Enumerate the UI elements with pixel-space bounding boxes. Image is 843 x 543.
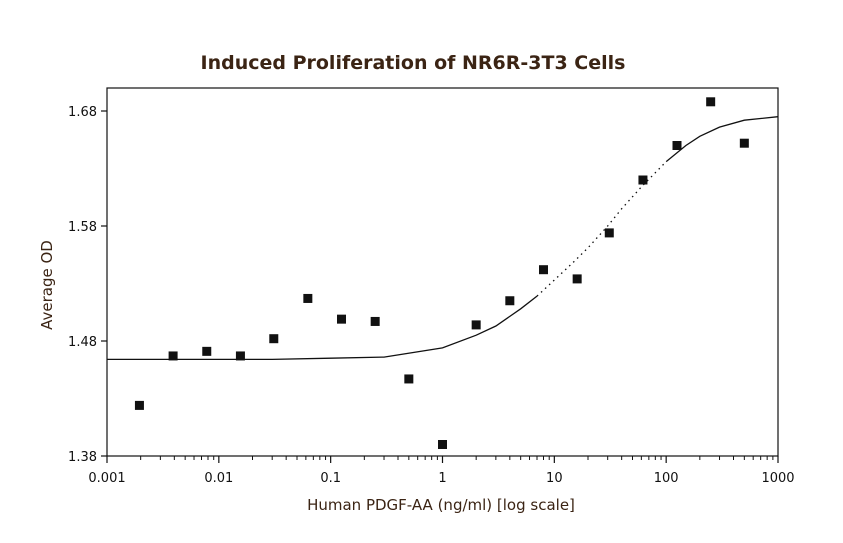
data-point bbox=[604, 228, 614, 238]
x-tick-label: 0.001 bbox=[88, 471, 125, 486]
x-tick-label: 100 bbox=[654, 471, 679, 486]
data-point bbox=[572, 274, 582, 284]
x-tick-label: 1000 bbox=[761, 471, 794, 486]
data-point bbox=[538, 265, 548, 275]
x-tick-label: 0.01 bbox=[204, 471, 233, 486]
fit-curve-dotted bbox=[536, 161, 667, 297]
fit-curve-solid-left bbox=[107, 295, 538, 361]
x-tick-label: 0.1 bbox=[320, 471, 341, 486]
fitted-curve bbox=[107, 116, 779, 361]
data-point bbox=[672, 141, 682, 150]
chart-title: Induced Proliferation of NR6R-3T3 Cells bbox=[201, 52, 626, 74]
data-point bbox=[739, 138, 749, 148]
data-point bbox=[269, 334, 279, 344]
y-axis-ticks: 1.38 1.48 1.58 1.68 bbox=[68, 105, 107, 465]
data-point bbox=[235, 351, 245, 361]
y-tick-label: 1.38 bbox=[68, 450, 97, 465]
data-point bbox=[168, 351, 178, 361]
data-point bbox=[404, 374, 414, 384]
data-point bbox=[706, 97, 716, 107]
data-point bbox=[202, 346, 212, 356]
data-point bbox=[438, 440, 447, 449]
data-point bbox=[505, 296, 515, 306]
x-axis-ticks: 0.001 0.01 0.1 1 10 100 1000 bbox=[88, 456, 795, 486]
x-tick-label: 1 bbox=[438, 471, 446, 486]
data-point bbox=[337, 314, 347, 324]
x-tick-label: 10 bbox=[546, 471, 563, 486]
data-points bbox=[134, 97, 749, 449]
data-point bbox=[370, 316, 380, 326]
data-point bbox=[303, 293, 313, 303]
y-tick-label: 1.58 bbox=[68, 220, 97, 235]
data-point bbox=[134, 400, 144, 410]
fit-curve-solid-right bbox=[665, 116, 779, 163]
y-axis-label: Average OD bbox=[38, 240, 56, 330]
data-point bbox=[638, 175, 648, 185]
data-point bbox=[471, 320, 481, 330]
x-axis-label: Human PDGF-AA (ng/ml) [log scale] bbox=[307, 496, 575, 514]
y-tick-label: 1.68 bbox=[68, 105, 97, 120]
y-tick-label: 1.48 bbox=[68, 335, 97, 350]
